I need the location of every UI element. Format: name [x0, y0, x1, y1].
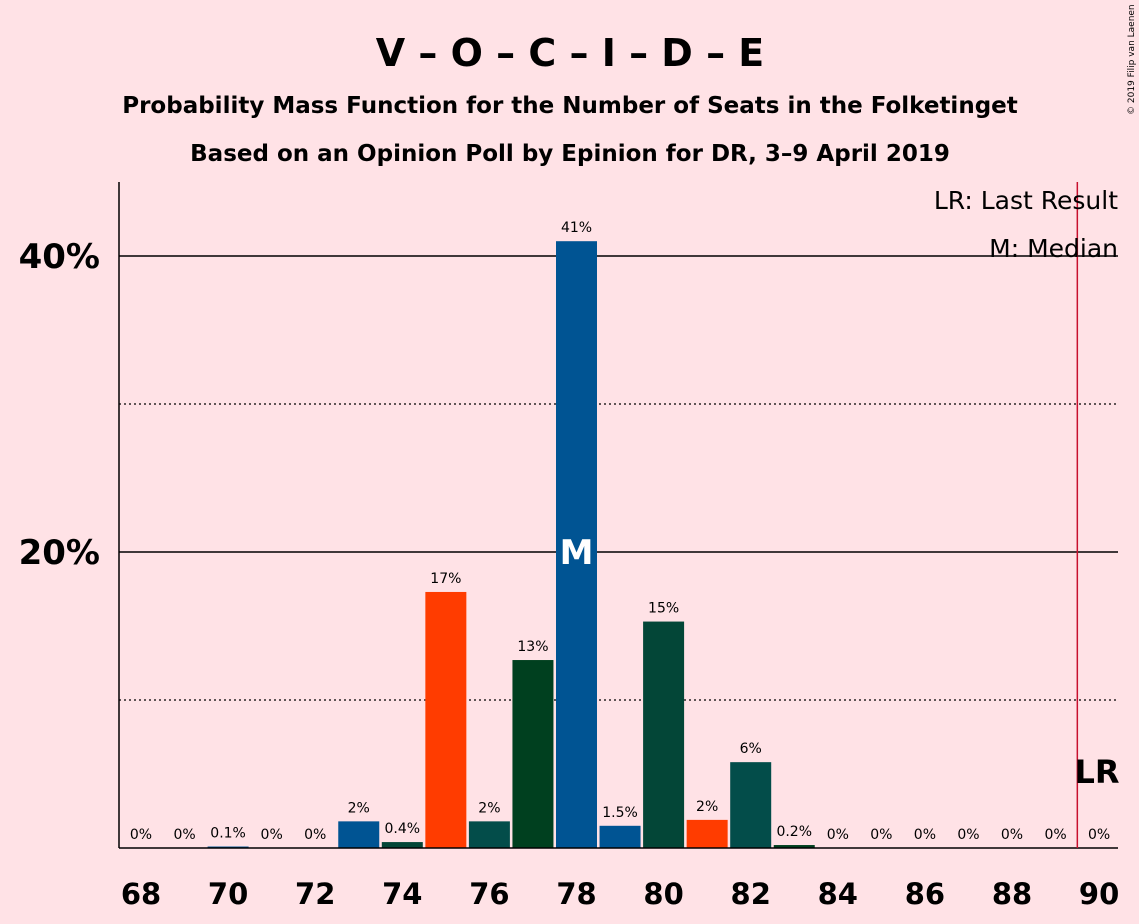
bar-value-label: 0% — [957, 827, 979, 843]
bar-seats-80 — [643, 621, 685, 848]
bar-value-label: 0% — [827, 827, 849, 843]
bar-value-label: 0% — [130, 827, 152, 843]
bar-value-label: 6% — [740, 741, 762, 757]
bar-value-label: 0% — [1001, 827, 1023, 843]
bar-value-label: 0.2% — [776, 824, 812, 840]
x-tick-label: 74 — [382, 877, 422, 911]
bar-value-label: 15% — [648, 601, 679, 617]
bar-seats-75 — [425, 591, 467, 848]
x-tick-label: 78 — [556, 877, 596, 911]
bar-seats-79 — [599, 825, 641, 848]
bar-seats-77 — [512, 660, 554, 848]
chart-subtitle-line-2: Based on an Opinion Poll by Epinion for … — [190, 141, 950, 167]
bar-value-label: 0% — [261, 827, 283, 843]
x-tick-label: 82 — [731, 877, 771, 911]
bar-value-label: 0% — [914, 827, 936, 843]
bar-value-label: 0% — [304, 827, 326, 843]
y-tick-label: 20% — [19, 533, 100, 573]
bars — [207, 241, 815, 848]
chart-title: V – O – C – I – D – E — [376, 31, 765, 75]
bar-value-label: 0% — [1088, 827, 1110, 843]
gridlines — [119, 255, 1118, 701]
bar-value-label: 17% — [430, 571, 461, 587]
bar-value-label: 2% — [696, 799, 718, 815]
bar-labels: 0% 0% 0.1% 0% 0% 2% 0.4% 17% 2% 13% 41% 1.5% 15% 2% 6%… — [130, 220, 1110, 843]
bar-value-label: 0.1% — [210, 826, 246, 842]
bar-value-label: 0.4% — [385, 821, 421, 837]
chart-subtitle-line-1: Probability Mass Function for the Number… — [122, 93, 1018, 119]
x-tick-label: 86 — [905, 877, 945, 911]
last-result-label: LR — [1074, 753, 1119, 791]
legend-median: M: Median — [989, 234, 1118, 263]
bar-value-label: 2% — [478, 800, 500, 816]
bar-seats-73 — [338, 821, 380, 848]
legend-last-result: LR: Last Result — [934, 186, 1118, 215]
x-tick-label: 72 — [295, 877, 335, 911]
bar-value-label: 0% — [1044, 827, 1066, 843]
median-marker: M — [560, 533, 594, 573]
copyright-note: © 2019 Filip van Laenen — [1127, 4, 1137, 115]
x-tick-label: 88 — [992, 877, 1032, 911]
bar-value-label: 2% — [348, 800, 370, 816]
x-tick-label: 90 — [1079, 877, 1119, 911]
bar-value-label: 0% — [173, 827, 195, 843]
y-tick-label: 40% — [19, 237, 100, 277]
bar-seats-74 — [381, 842, 423, 848]
bar-value-label: 41% — [561, 220, 592, 236]
bar-seats-78 — [556, 241, 597, 848]
bar-seats-81 — [686, 819, 728, 848]
bar-value-label: 13% — [517, 639, 548, 655]
x-tick-label: 68 — [121, 877, 161, 911]
x-tick-label: 80 — [643, 877, 683, 911]
x-tick-label: 70 — [208, 877, 248, 911]
bar-seats-83 — [773, 845, 815, 848]
bar-seats-82 — [730, 762, 772, 848]
x-tick-label: 84 — [818, 877, 858, 911]
y-axis-ticks: 20% 40% — [19, 237, 100, 573]
x-axis-ticks: 68 70 72 74 76 78 80 82 84 86 88 90 — [121, 877, 1119, 911]
bar-value-label: 1.5% — [602, 805, 638, 821]
bar-value-label: 0% — [870, 827, 892, 843]
bar-seats-76 — [468, 821, 510, 848]
x-tick-label: 76 — [469, 877, 509, 911]
